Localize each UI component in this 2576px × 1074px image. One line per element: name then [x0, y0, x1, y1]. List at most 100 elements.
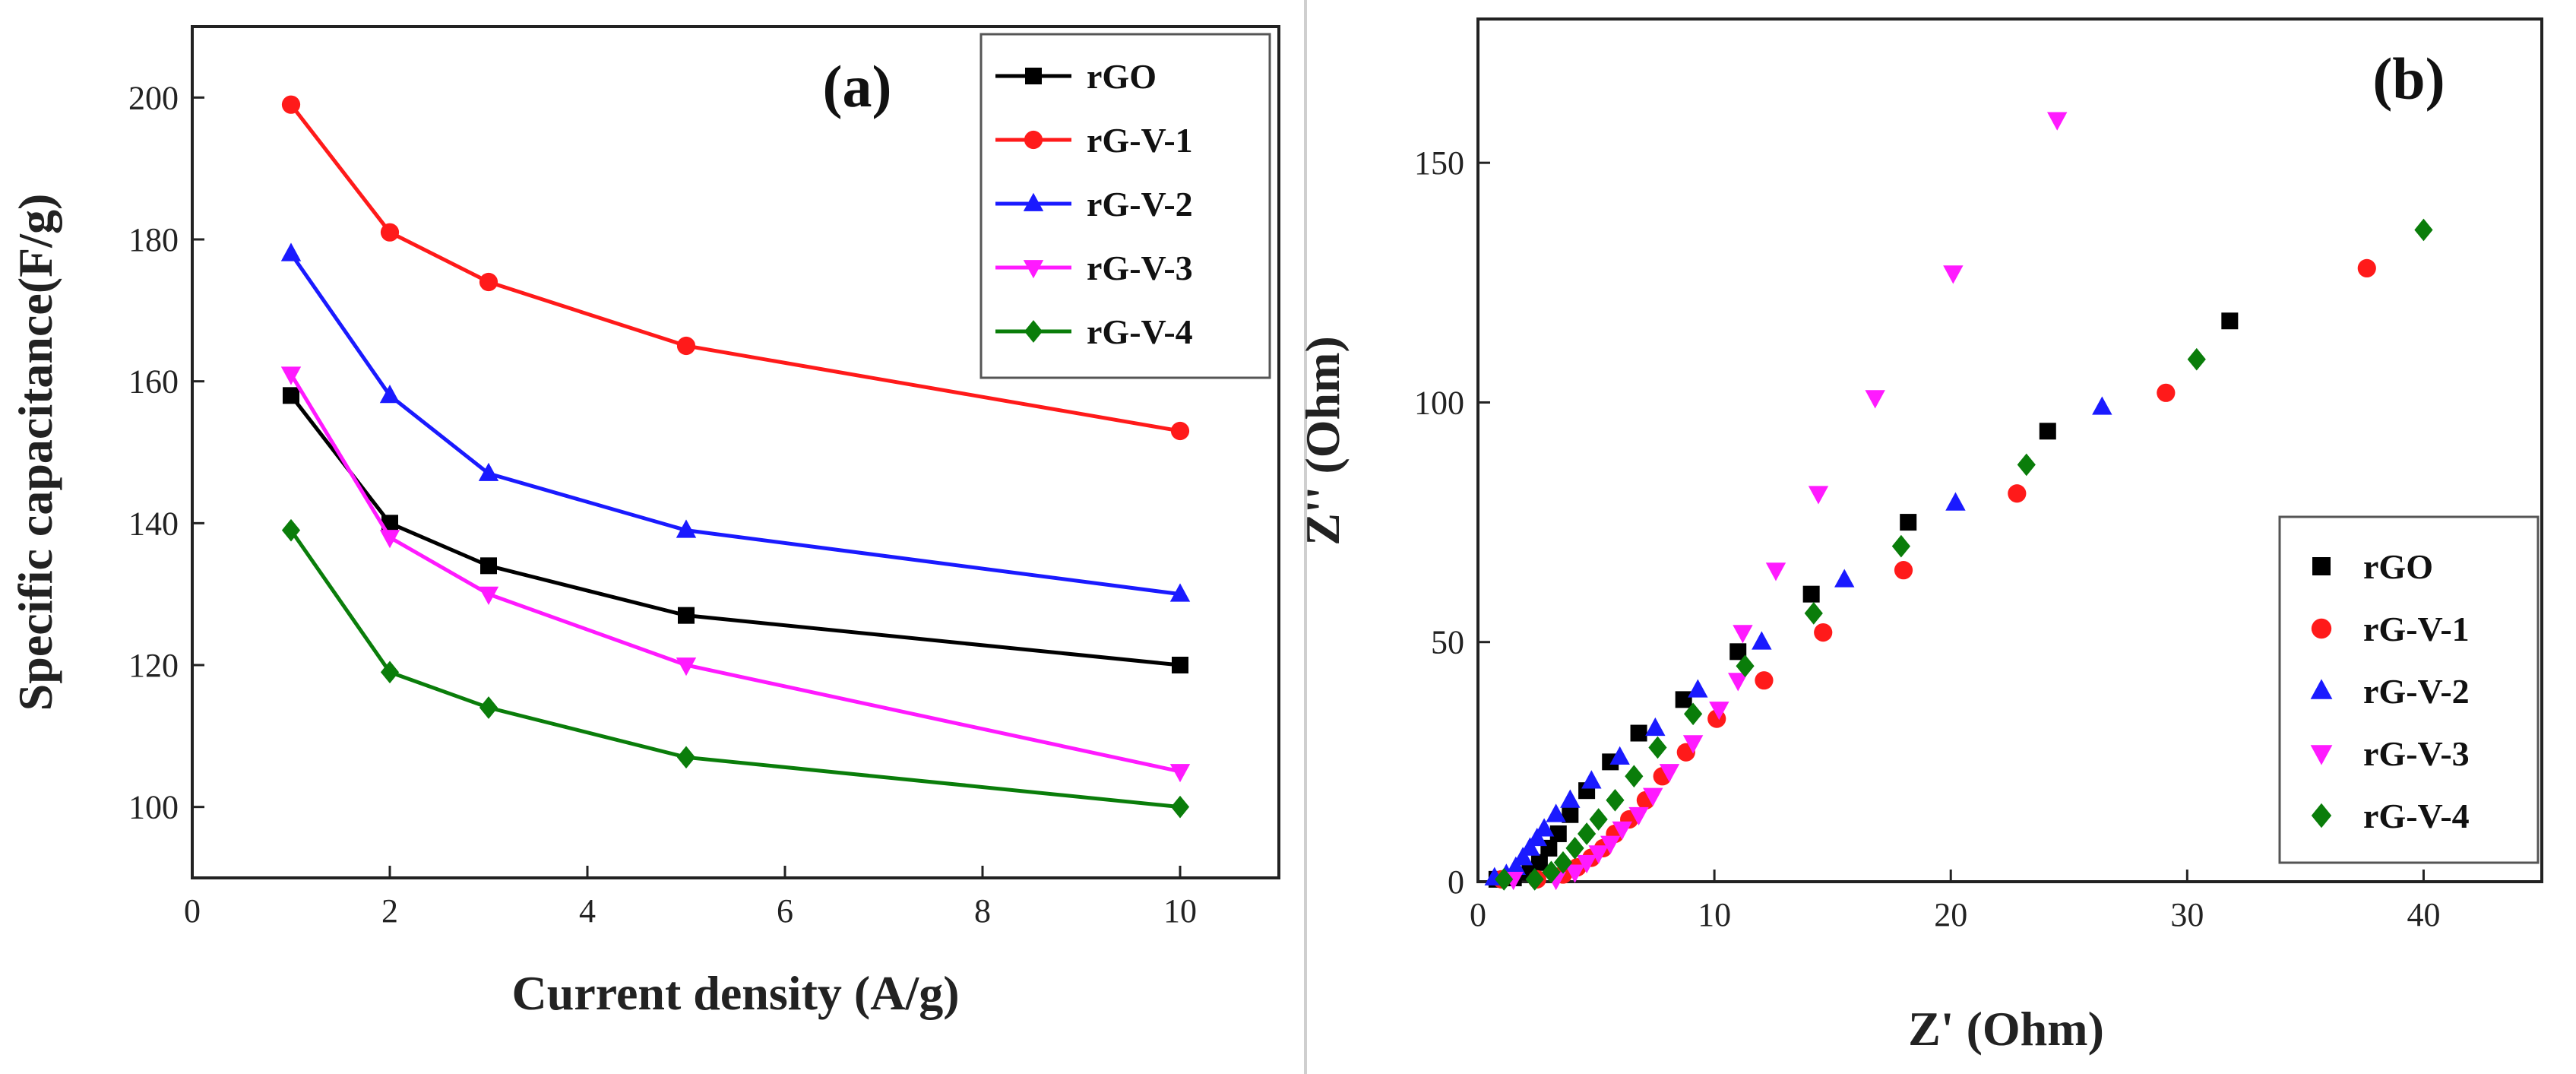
data-point-rg-v-4 — [1565, 837, 1584, 860]
legend-marker-rg-v-2 — [1023, 192, 1044, 211]
data-point-rg-v-1 — [2008, 484, 2027, 503]
legend-marker-rg-v-1 — [2311, 618, 2332, 639]
chart-a-x-tick-label: 2 — [381, 892, 398, 930]
legend-label-rgo: rGO — [1087, 57, 1157, 96]
data-point-rg-v-3 — [1169, 764, 1191, 783]
data-point-rg-v-2 — [1520, 837, 1540, 856]
data-point-rg-v-2 — [1609, 746, 1630, 765]
data-point-rg-v-2 — [1834, 569, 1855, 588]
data-point-rg-v-4 — [2017, 453, 2036, 477]
data-point-rg-v-2 — [280, 242, 302, 261]
legend-label-rg-v-3: rG-V-3 — [1087, 249, 1193, 287]
data-point-rgo — [1172, 657, 1188, 673]
legend-label-rg-v-2: rG-V-2 — [1087, 185, 1193, 223]
chart-b-x-tick-label: 30 — [2170, 896, 2204, 933]
chart-a-plot-frame — [191, 25, 1280, 879]
data-point-rg-v-2 — [379, 385, 400, 404]
data-point-rg-v-1 — [281, 95, 301, 114]
data-point-rg-v-2 — [2092, 396, 2112, 415]
data-point-rg-v-2 — [478, 462, 499, 481]
data-point-rg-v-3 — [2047, 112, 2068, 131]
data-point-rg-v-2 — [1560, 789, 1581, 808]
chart-a-x-tick-label: 6 — [777, 892, 793, 930]
data-point-rg-v-2 — [1581, 770, 1602, 789]
chart-b-ticks: 0 10 20 30 40 0 50 100 150 — [1414, 144, 2440, 933]
data-point-rg-v-2 — [1527, 827, 1547, 847]
data-point-rg-v-1 — [380, 223, 400, 242]
data-point-rg-v-4 — [1736, 654, 1755, 678]
data-point-rg-v-3 — [1643, 787, 1663, 806]
legend-marker-rg-v-4 — [1024, 320, 1043, 343]
chart-b-y-tick-label: 100 — [1414, 384, 1464, 421]
chart-b-x-tick-label: 0 — [1470, 896, 1486, 933]
data-point-rg-v-4 — [380, 661, 400, 684]
data-point-rgo — [1675, 691, 1692, 708]
legend-label-rgo: rGO — [2363, 547, 2433, 586]
data-point-rg-v-2 — [1533, 818, 1555, 837]
data-point-rgo — [1900, 514, 1917, 531]
chart-b-x-tick-label: 20 — [1934, 896, 1967, 933]
chart-a-y-tick-label: 120 — [128, 647, 179, 684]
data-point-rg-v-4 — [281, 518, 301, 542]
legend-marker-rg-v-2 — [2310, 679, 2333, 699]
legend-marker-rg-v-3 — [1023, 260, 1044, 279]
chart-b-y-tick-label: 150 — [1414, 144, 1464, 182]
chart-a-y-tick-label: 100 — [128, 789, 179, 826]
data-point-rgo — [2221, 312, 2239, 330]
data-point-rg-v-2 — [1945, 492, 1966, 511]
legend-label-rg-v-3: rG-V-3 — [2363, 734, 2470, 773]
data-point-rg-v-2 — [1512, 847, 1533, 866]
data-point-rgo — [1729, 643, 1747, 661]
data-point-rgo — [1530, 854, 1548, 871]
series-line-rg-v-4 — [289, 529, 1181, 809]
legend-marker-rg-v-4 — [2311, 803, 2332, 828]
data-point-rg-v-4 — [1542, 860, 1561, 884]
data-point-rgo — [1562, 806, 1579, 823]
data-point-rg-v-4 — [1578, 822, 1597, 845]
chart-a-y-tick-label: 160 — [128, 363, 179, 401]
data-point-rgo — [2039, 423, 2056, 440]
data-point-rg-v-3 — [1612, 821, 1632, 840]
data-point-rgo — [1549, 825, 1567, 842]
data-point-rgo — [480, 557, 497, 575]
data-point-rg-v-2 — [1505, 856, 1526, 875]
data-point-rg-v-4 — [676, 746, 696, 769]
data-point-rg-v-2 — [1688, 679, 1708, 698]
chart-b-x-tick-label: 10 — [1698, 896, 1731, 933]
legend-label-rg-v-1: rG-V-1 — [1087, 121, 1193, 160]
data-point-rg-v-1 — [479, 272, 498, 292]
data-point-rg-v-3 — [1576, 854, 1597, 874]
data-point-rg-v-2 — [676, 519, 697, 538]
chart-b-y-tick-label: 50 — [1431, 624, 1464, 661]
data-point-rg-v-4 — [1606, 788, 1625, 812]
chart-a-legend: rGO rG-V-1 rG-V-2 rG-V-3 rG-V-4 — [979, 33, 1271, 379]
chart-a-y-tick-label: 200 — [128, 79, 179, 116]
data-point-rg-v-1 — [1170, 421, 1190, 441]
data-point-rg-v-3 — [1865, 390, 1885, 409]
legend-marker-rgo — [1025, 68, 1042, 84]
chart-a-x-tick-label: 4 — [579, 892, 596, 930]
data-point-rg-v-1 — [1814, 623, 1833, 642]
chart-b-panel-label: (b) — [2372, 46, 2445, 112]
data-point-rgo — [1630, 724, 1647, 742]
data-point-rgo — [678, 607, 695, 624]
legend-label-rg-v-4: rG-V-4 — [1087, 312, 1193, 351]
data-point-rg-v-4 — [1495, 867, 1514, 891]
data-point-rg-v-3 — [1709, 702, 1729, 721]
legend-marker-rgo — [2312, 557, 2331, 575]
data-point-rg-v-2 — [1169, 583, 1191, 602]
data-point-rg-v-4 — [1648, 736, 1667, 759]
chart-a-ticks: 0 2 4 6 8 10 100 120 140 160 180 200 — [128, 79, 1197, 930]
data-point-rg-v-3 — [676, 657, 697, 676]
data-point-rgo — [1802, 585, 1820, 603]
chart-b-y-tick-label: 0 — [1448, 863, 1464, 901]
data-point-rg-v-1 — [1755, 671, 1774, 690]
chart-a-x-tick-label: 10 — [1163, 892, 1197, 930]
chart-a-y-axis-label: Specific capacitance(F/g) — [8, 194, 62, 711]
chart-a-x-axis-label: Current density (A/g) — [512, 966, 960, 1020]
data-point-rgo — [283, 387, 299, 404]
data-point-rg-v-3 — [280, 366, 302, 385]
data-point-rg-v-3 — [1659, 764, 1680, 783]
data-point-rg-v-3 — [478, 586, 499, 605]
series-line-rgo — [290, 394, 1181, 667]
